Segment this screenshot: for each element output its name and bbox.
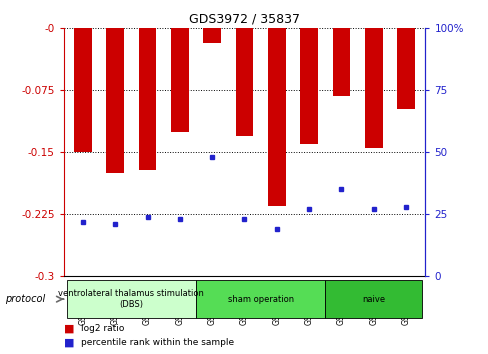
Bar <box>74 28 92 152</box>
Bar <box>396 28 414 109</box>
FancyBboxPatch shape <box>196 280 325 318</box>
Title: GDS3972 / 35837: GDS3972 / 35837 <box>189 13 299 26</box>
Bar <box>139 28 156 170</box>
Text: log2 ratio: log2 ratio <box>81 324 124 333</box>
Bar <box>267 28 285 206</box>
Text: ventrolateral thalamus stimulation
(DBS): ventrolateral thalamus stimulation (DBS) <box>59 290 204 309</box>
Text: ■: ■ <box>63 323 74 333</box>
Bar <box>203 28 221 43</box>
Bar <box>364 28 382 148</box>
Bar <box>332 28 349 96</box>
Bar <box>300 28 317 144</box>
Text: protocol: protocol <box>5 294 45 304</box>
Bar <box>171 28 188 132</box>
FancyBboxPatch shape <box>325 280 421 318</box>
Bar <box>106 28 124 173</box>
FancyBboxPatch shape <box>67 280 196 318</box>
Bar <box>235 28 253 136</box>
Text: percentile rank within the sample: percentile rank within the sample <box>81 338 233 347</box>
Text: sham operation: sham operation <box>227 295 293 304</box>
Text: ■: ■ <box>63 337 74 348</box>
Text: naive: naive <box>362 295 385 304</box>
